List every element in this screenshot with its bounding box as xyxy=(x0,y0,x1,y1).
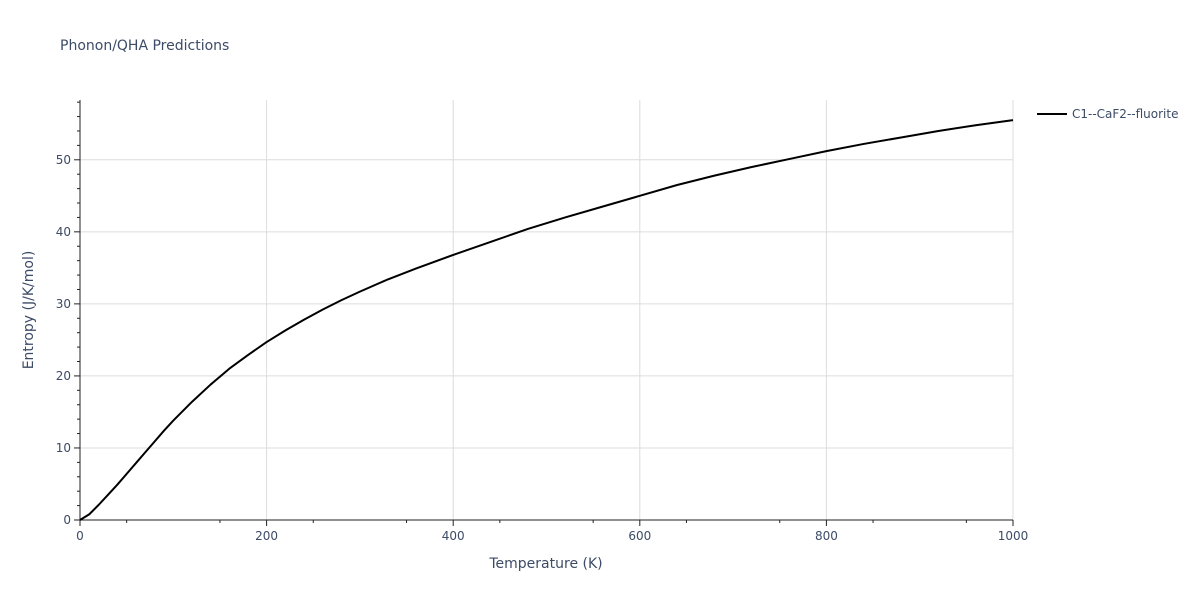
y-tick-label: 40 xyxy=(56,225,71,239)
legend[interactable]: C1--CaF2--fluorite xyxy=(1037,107,1178,121)
x-axis-title: Temperature (K) xyxy=(488,556,602,572)
x-tick-label: 800 xyxy=(815,529,838,543)
x-tick-label: 1000 xyxy=(998,529,1029,543)
x-tick-label: 400 xyxy=(442,529,465,543)
y-axis-title: Entropy (J/K/mol) xyxy=(21,251,37,370)
y-tick-label: 20 xyxy=(56,369,71,383)
axes: 0 200 400 600 800 1000 0 10 20 30 40 50 xyxy=(56,100,1029,543)
series-layer xyxy=(79,119,1014,521)
series-line xyxy=(79,119,1014,521)
legend-label: C1--CaF2--fluorite xyxy=(1072,107,1178,121)
y-tick-label: 10 xyxy=(56,441,71,455)
x-tick-label: 200 xyxy=(255,529,278,543)
y-tick-label: 30 xyxy=(56,297,71,311)
y-tick-label: 0 xyxy=(63,513,71,527)
y-tick-label: 50 xyxy=(56,153,71,167)
x-tick-label: 0 xyxy=(76,529,84,543)
x-tick-label: 600 xyxy=(628,529,651,543)
grid xyxy=(80,100,1014,520)
chart-title: Phonon/QHA Predictions xyxy=(60,38,229,54)
